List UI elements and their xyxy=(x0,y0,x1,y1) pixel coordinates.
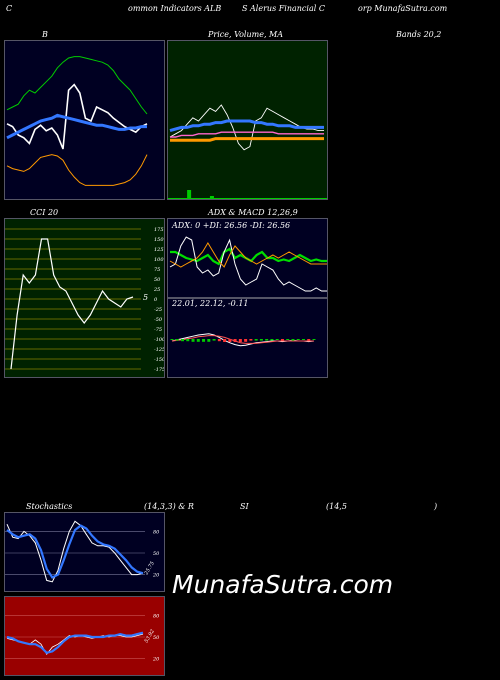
macd-hist-0 xyxy=(170,339,174,340)
macd-hist-2 xyxy=(181,339,185,342)
macd-hist-27 xyxy=(312,339,316,340)
cci-tick-8: -25 xyxy=(154,307,162,313)
cci-chart: 175 150 125 100 75 50 25 0 -25 -50 -75 -100 -125 -150… xyxy=(5,227,165,373)
macd-hist-16 xyxy=(254,339,258,341)
cci-tick-12: -125 xyxy=(154,347,165,353)
stoch-tick-2: 20 xyxy=(152,573,160,579)
macd-hist-8 xyxy=(212,339,216,341)
macd-line-signal xyxy=(171,335,314,344)
macd-label: 22.01, 22.12, -0.11 xyxy=(172,299,249,308)
rsi-tick-2: 20 xyxy=(152,657,160,663)
price-line-price xyxy=(169,104,324,151)
header-mid1: ommon Indicators ALB xyxy=(128,4,222,13)
adx-panel: ADX: 0 +DI: 26.56 -DI: 26.56 xyxy=(167,218,328,298)
price-title: Price, Volume, MA xyxy=(208,30,284,39)
header-right: orp MunafaSutra.com xyxy=(358,4,448,13)
price-line-ma-pink xyxy=(170,131,324,138)
stoch-caption-d: (14,5 xyxy=(326,502,347,511)
macd-hist-17 xyxy=(259,339,263,341)
cci-tick-14: -175 xyxy=(154,367,165,373)
price-panel xyxy=(167,40,328,200)
rsi-panel: 80 50 20 53.92 xyxy=(4,596,165,676)
rsi-tick-1: 50 xyxy=(153,635,160,641)
bb-title: B xyxy=(42,30,48,39)
macd-hist-11 xyxy=(228,339,232,342)
price-chart xyxy=(168,104,327,199)
stoch-caption-b: (14,3,3) & R xyxy=(144,502,194,511)
cci-tick-9: -50 xyxy=(154,317,163,323)
cci-tick-1: 150 xyxy=(154,237,164,243)
cci-tick-4: 75 xyxy=(154,267,160,273)
stoch-line-fast xyxy=(6,520,144,583)
header-mid2: S Alerus Financial C xyxy=(242,4,325,13)
cci-last-value: 5 xyxy=(143,293,148,302)
cci-tick-7: 0 xyxy=(154,297,158,303)
bb-line-price xyxy=(6,83,148,150)
price-line-ma-orange xyxy=(170,137,324,142)
macd-hist-15 xyxy=(249,339,253,341)
macd-hist-4 xyxy=(191,339,195,342)
stoch-line-slow xyxy=(6,524,144,579)
adx-title: ADX & MACD 12,26,9 xyxy=(208,208,298,217)
cci-tick-0: 175 xyxy=(154,227,164,233)
cci-tick-5: 50 xyxy=(154,277,161,283)
watermark: MunafaSutra.com xyxy=(172,570,394,599)
cci-tick-2: 125 xyxy=(154,247,164,253)
price-line-ma-blue xyxy=(169,119,324,133)
cci-tick-11: -100 xyxy=(154,337,165,343)
macd-hist-18 xyxy=(265,339,269,341)
macd-hist-14 xyxy=(244,339,248,342)
macd-hist-10 xyxy=(223,339,227,342)
macd-chart xyxy=(170,333,316,347)
bollinger-panel xyxy=(4,40,165,200)
bb-line-lower xyxy=(6,154,148,186)
stochastics-panel: 80 50 20 25.75 xyxy=(4,512,165,592)
bb-line-upper xyxy=(6,56,148,115)
bb-line-middle xyxy=(6,113,147,140)
header-left: C xyxy=(6,4,13,13)
bands-title: Bands 20,2 xyxy=(396,30,442,39)
stoch-caption-a: Stochastics xyxy=(26,502,73,511)
cci-line xyxy=(10,238,134,370)
macd-hist-21 xyxy=(280,339,284,341)
macd-hist-7 xyxy=(207,339,211,342)
cci-tick-10: -75 xyxy=(154,327,162,333)
cci-panel: 175 150 125 100 75 50 25 0 -25 -50 -75 -100 -125 -150… xyxy=(4,218,165,378)
macd-hist-19 xyxy=(270,339,274,341)
bollinger-chart xyxy=(6,56,148,186)
stoch-tick-0: 80 xyxy=(153,529,160,535)
macd-hist-5 xyxy=(196,339,200,342)
macd-hist-9 xyxy=(217,339,221,342)
macd-hist-24 xyxy=(296,339,300,340)
stoch-caption-e: ) xyxy=(434,502,438,511)
cci-title: CCI 20 xyxy=(30,208,59,217)
macd-hist-22 xyxy=(286,339,290,340)
volume-bar-7 xyxy=(209,196,214,199)
rsi-line-rsi-smooth xyxy=(6,631,144,655)
macd-hist-12 xyxy=(233,339,237,342)
macd-hist-13 xyxy=(238,339,242,342)
macd-hist-25 xyxy=(301,339,305,340)
cci-tick-6: 25 xyxy=(153,287,160,293)
cci-tick-13: -150 xyxy=(154,357,165,363)
macd-hist-1 xyxy=(175,339,179,341)
volume-bar-3 xyxy=(187,190,192,199)
cci-tick-3: 100 xyxy=(154,257,164,263)
stoch-caption-c: SI xyxy=(240,502,249,511)
adx-chart xyxy=(169,236,327,292)
adx-line-minus-di xyxy=(169,242,327,268)
macd-hist-20 xyxy=(275,339,279,340)
macd-panel: 22.01, 22.12, -0.11 xyxy=(167,298,328,378)
rsi-tick-0: 80 xyxy=(153,613,160,619)
macd-hist-26 xyxy=(307,339,311,341)
adx-label: ADX: 0 +DI: 26.56 -DI: 26.56 xyxy=(172,221,291,230)
stoch-tick-1: 50 xyxy=(153,551,160,557)
macd-hist-23 xyxy=(291,339,295,341)
macd-hist-3 xyxy=(186,339,190,342)
macd-hist-6 xyxy=(202,339,206,342)
adx-line-plus-di xyxy=(169,236,327,292)
